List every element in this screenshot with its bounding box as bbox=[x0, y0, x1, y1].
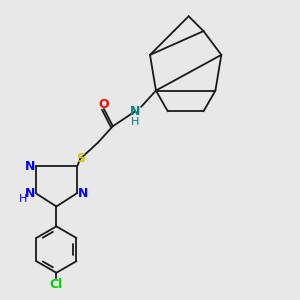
Text: N: N bbox=[130, 105, 140, 118]
Text: H: H bbox=[19, 194, 27, 204]
Text: O: O bbox=[99, 98, 109, 111]
Text: N: N bbox=[78, 187, 88, 200]
Text: S: S bbox=[76, 152, 85, 165]
Text: Cl: Cl bbox=[50, 278, 63, 290]
Text: N: N bbox=[24, 160, 35, 173]
Text: H: H bbox=[131, 117, 139, 127]
Text: N: N bbox=[24, 187, 35, 200]
